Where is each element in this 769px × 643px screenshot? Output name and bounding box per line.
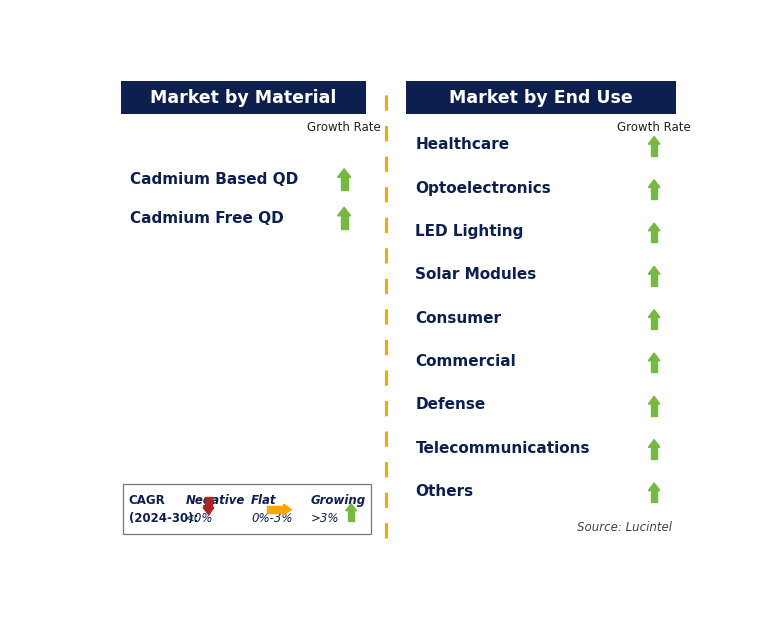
Text: Source: Lucintel: Source: Lucintel [577, 521, 672, 534]
Text: 0%-3%: 0%-3% [251, 512, 293, 525]
FancyBboxPatch shape [406, 81, 676, 114]
Text: Others: Others [415, 484, 474, 499]
Text: Market by Material: Market by Material [150, 89, 337, 107]
Polygon shape [648, 353, 660, 361]
Polygon shape [341, 177, 348, 190]
Polygon shape [651, 404, 657, 415]
Text: Growth Rate: Growth Rate [308, 122, 381, 134]
Polygon shape [284, 504, 291, 515]
Polygon shape [648, 310, 660, 318]
Text: >3%: >3% [311, 512, 339, 525]
FancyBboxPatch shape [123, 484, 371, 534]
Polygon shape [338, 169, 351, 177]
Polygon shape [651, 144, 657, 156]
Text: Cadmium Free QD: Cadmium Free QD [130, 210, 284, 226]
Text: Flat: Flat [251, 494, 277, 507]
Polygon shape [648, 223, 660, 231]
Text: LED Lighting: LED Lighting [415, 224, 524, 239]
Polygon shape [338, 207, 351, 216]
Polygon shape [648, 396, 660, 404]
Text: Growing: Growing [311, 494, 366, 507]
Polygon shape [648, 440, 660, 448]
Text: <0%: <0% [185, 512, 214, 525]
Text: Optoelectronics: Optoelectronics [415, 181, 551, 195]
Text: (2024-30):: (2024-30): [128, 512, 198, 525]
FancyBboxPatch shape [121, 81, 366, 114]
Polygon shape [203, 507, 214, 514]
Polygon shape [348, 511, 355, 521]
Polygon shape [651, 448, 657, 459]
Text: Commercial: Commercial [415, 354, 516, 369]
Text: Cadmium Based QD: Cadmium Based QD [130, 172, 298, 187]
Polygon shape [651, 188, 657, 199]
Polygon shape [651, 491, 657, 502]
Polygon shape [648, 266, 660, 274]
Polygon shape [648, 180, 660, 188]
Text: Defense: Defense [415, 397, 486, 412]
Polygon shape [651, 318, 657, 329]
Text: Consumer: Consumer [415, 311, 501, 325]
Polygon shape [651, 274, 657, 285]
Text: Solar Modules: Solar Modules [415, 267, 537, 282]
Polygon shape [651, 361, 657, 372]
Polygon shape [651, 231, 657, 242]
Polygon shape [346, 503, 357, 511]
Polygon shape [341, 216, 348, 229]
Text: Healthcare: Healthcare [415, 138, 510, 152]
Text: Market by End Use: Market by End Use [449, 89, 633, 107]
Text: Growth Rate: Growth Rate [618, 122, 691, 134]
Polygon shape [205, 497, 211, 507]
Text: Negative: Negative [185, 494, 245, 507]
Polygon shape [648, 483, 660, 491]
Polygon shape [267, 507, 284, 512]
Text: Telecommunications: Telecommunications [415, 440, 590, 456]
Text: CAGR: CAGR [128, 494, 165, 507]
Polygon shape [648, 136, 660, 144]
